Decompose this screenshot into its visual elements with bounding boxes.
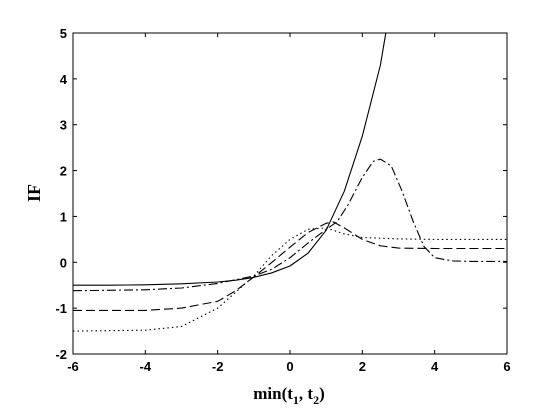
x-tick-label: 2 bbox=[359, 359, 366, 374]
y-tick-label: 3 bbox=[60, 118, 67, 133]
x-tick-label: -2 bbox=[212, 359, 224, 374]
x-axis-title: min(t1, t2) bbox=[253, 384, 325, 407]
x-tick-label: 6 bbox=[503, 359, 510, 374]
plot-area bbox=[72, 32, 508, 355]
y-tick-label: 5 bbox=[60, 26, 67, 41]
x-tick-label: -4 bbox=[140, 359, 152, 374]
y-tick-label: 4 bbox=[60, 72, 68, 87]
x-tick-label: 4 bbox=[431, 359, 439, 374]
y-axis-title: IF bbox=[24, 184, 44, 202]
y-tick-label: 1 bbox=[60, 209, 67, 224]
y-tick-label: 0 bbox=[60, 255, 67, 270]
series-line-dashdot bbox=[72, 158, 507, 292]
x-tick-label: 0 bbox=[286, 359, 293, 374]
series-layer bbox=[72, 32, 507, 332]
y-tick-label: 2 bbox=[60, 164, 67, 179]
y-tick-label: -1 bbox=[55, 301, 67, 316]
series-line-dashed bbox=[73, 221, 507, 311]
axis-ticks: -6 -4 -2 0 2 4 6 -2 -1 0 1 2 3 4 5 bbox=[55, 26, 510, 374]
x-tick-label: -6 bbox=[67, 359, 79, 374]
series-line-dotted bbox=[72, 227, 507, 332]
series-line-solid bbox=[73, 32, 387, 286]
y-tick-label: -2 bbox=[55, 347, 67, 362]
